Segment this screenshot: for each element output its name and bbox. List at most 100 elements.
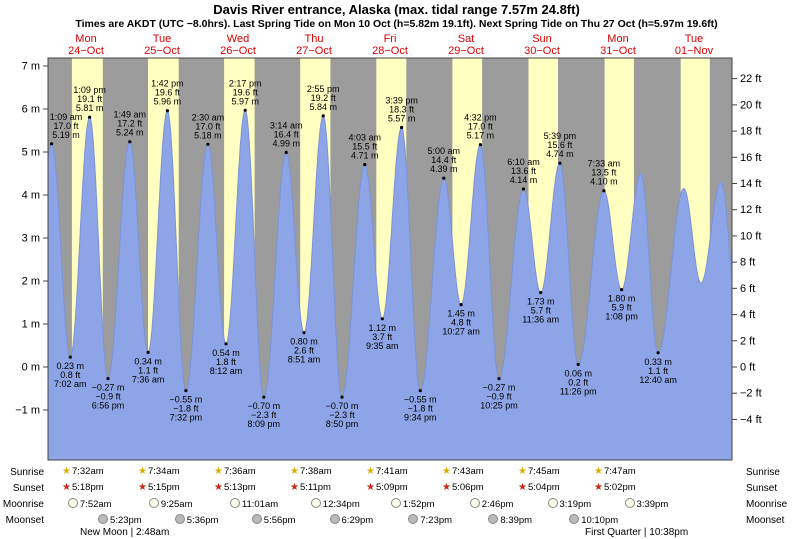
low-tide-label: 1.8 ft: [216, 357, 237, 367]
low-tide-label: 1.73 m: [527, 297, 555, 307]
day-name-label: Mon: [75, 33, 96, 45]
plot-frame: [47, 57, 733, 461]
high-tide-label: 1:09 am: [50, 112, 83, 122]
day-name-label: Wed: [227, 33, 249, 45]
moonset-moon-icon: [488, 514, 499, 524]
low-tide-label: −0.70 m: [247, 401, 280, 411]
low-tide-label: 0.54 m: [212, 348, 240, 358]
high-tide-label: 5:39 pm: [544, 131, 577, 141]
moonrise-entry-time: 3:19pm: [559, 499, 592, 510]
low-tide-label: 5.9 ft: [612, 303, 633, 313]
sunset-entry: ★5:11pm: [290, 482, 331, 493]
sunset-entry: ★5:04pm: [518, 482, 560, 493]
tide-area-curve: [47, 109, 733, 461]
high-tide-label: 2:17 pm: [229, 78, 262, 88]
sunset-entry: ★5:06pm: [442, 482, 484, 493]
high-tide-label: 13.6 ft: [511, 166, 537, 176]
low-tide-label: 0.06 m: [564, 368, 592, 378]
day-date-label: 27−Oct: [296, 45, 332, 57]
tide-event-dot: [146, 350, 150, 354]
tide-event-dot: [380, 317, 384, 321]
day-date-label: 01−Nov: [675, 45, 714, 57]
sunrise-entry: ★7:36am: [214, 466, 256, 477]
low-tide-label: 0.2 ft: [568, 377, 589, 387]
sunset-star-icon: ★: [290, 482, 299, 493]
low-tide-label: 4.8 ft: [451, 318, 472, 328]
y-axis-label-m: 2 m: [22, 276, 40, 288]
moonrise-moon-icon: [148, 498, 159, 508]
y-axis-label-ft: 20 ft: [740, 99, 761, 111]
high-tide-label: 17.0 ft: [195, 121, 221, 131]
low-tide-label: 10:27 am: [442, 327, 480, 337]
tide-event-dot: [576, 362, 580, 366]
sunset-star-icon: ★: [214, 482, 223, 493]
day-date-label: 30−Oct: [524, 45, 560, 57]
moonset-entry-time: 10:10pm: [581, 515, 619, 526]
high-tide-label: 19.2 ft: [311, 93, 337, 103]
sunset-star-icon: ★: [366, 482, 375, 493]
moonrise-moon-icon: [310, 498, 321, 508]
day-date-label: 25−Oct: [144, 45, 180, 57]
moonset-moon-icon: [408, 514, 419, 524]
tide-event-dot: [262, 395, 266, 399]
sunrise-star-icon: ★: [138, 466, 147, 477]
tide-event-dot: [602, 189, 606, 193]
moonrise-entry-time: 1:52pm: [402, 499, 435, 510]
high-tide-label: 2:55 pm: [307, 84, 340, 94]
sunrise-row-label-right: Sunrise: [746, 467, 780, 478]
low-tide-label: −0.55 m: [170, 395, 203, 405]
y-axis-label-ft: 0 ft: [740, 362, 755, 374]
sunset-entry-time: 5:02pm: [603, 482, 636, 493]
moonrise-entry: 1:52pm: [390, 498, 435, 510]
sunrise-row: Sunrise Sunrise ★7:32am ★7:34am ★7:36am ★7:…: [0, 466, 793, 482]
day-name-label: Mon: [607, 33, 628, 45]
tide-event-dot: [620, 288, 624, 292]
tide-event-dot: [539, 291, 543, 295]
high-tide-label: 5.24 m: [116, 128, 144, 138]
tide-event-dot: [284, 150, 288, 154]
low-tide-label: 8:12 am: [210, 366, 243, 376]
sunset-entry: ★5:15pm: [138, 482, 180, 493]
moonrise-moon-icon: [469, 498, 480, 508]
moonrise-entry: 11:01am: [229, 498, 278, 510]
y-axis-label-ft: 4 ft: [740, 309, 755, 321]
high-tide-label: 4.71 m: [351, 151, 379, 161]
tide-event-dot: [321, 114, 325, 118]
sunrise-row-label-left: Sunrise: [10, 467, 44, 478]
high-tide-label: 5.57 m: [388, 114, 416, 124]
sunset-star-icon: ★: [518, 482, 527, 493]
y-axis-label-ft: 22 ft: [740, 73, 761, 85]
high-tide-label: 4.99 m: [272, 138, 300, 148]
moonset-entry: 5:56pm: [251, 514, 295, 526]
high-tide-label: 17.2 ft: [117, 119, 143, 129]
low-tide-label: −0.9 ft: [95, 392, 121, 402]
high-tide-label: 4.74 m: [546, 149, 574, 159]
tide-event-dot: [128, 140, 132, 144]
y-axis-label-m: 0 m: [22, 362, 40, 374]
moonrise-moon-icon: [547, 498, 558, 508]
sunset-entry-time: 5:11pm: [299, 482, 331, 493]
low-tide-label: −1.8 ft: [408, 404, 434, 414]
tide-event-dot: [478, 143, 482, 147]
sunrise-entry: ★7:47am: [594, 466, 636, 477]
low-tide-label: 7:36 am: [132, 374, 165, 384]
high-tide-label: 2:30 am: [192, 112, 225, 122]
sunrise-star-icon: ★: [366, 466, 375, 477]
y-axis-label-m: −1 m: [15, 405, 40, 417]
moonrise-entry-time: 2:46pm: [481, 499, 514, 510]
low-tide-label: 2.6 ft: [294, 346, 315, 356]
sunset-entry-time: 5:15pm: [147, 482, 180, 493]
moonset-entry: 10:10pm: [569, 514, 618, 526]
high-tide-label: 5.17 m: [467, 131, 495, 141]
day-date-label: 26−Oct: [220, 45, 256, 57]
sunrise-entry-time: 7:38am: [299, 466, 332, 477]
high-tide-label: 7:33 am: [588, 159, 621, 169]
sunrise-entry-time: 7:43am: [451, 466, 484, 477]
day-date-label: 31−Oct: [600, 45, 636, 57]
low-tide-label: −0.9 ft: [486, 392, 512, 402]
sunrise-entry-time: 7:36am: [223, 466, 256, 477]
sunset-row-label-left: Sunset: [12, 483, 44, 494]
sunrise-star-icon: ★: [214, 466, 223, 477]
tide-event-dot: [224, 342, 228, 346]
low-tide-label: 1.12 m: [369, 323, 397, 333]
